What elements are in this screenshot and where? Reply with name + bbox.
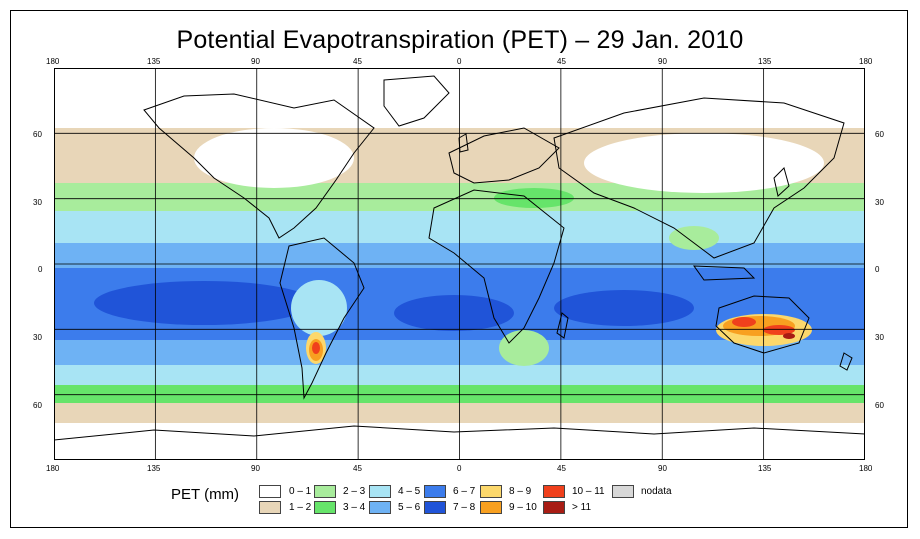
coast-greenland (383, 75, 450, 127)
lon-top-label: 180 (859, 57, 873, 66)
pet-map (54, 68, 865, 460)
coast-japan (773, 167, 790, 197)
lon-bottom-label: 45 (557, 464, 566, 473)
lat-left-label: 60 (33, 130, 42, 139)
lon-bottom-label: 180 (46, 464, 60, 473)
map-title: Potential Evapotranspiration (PET) – 29 … (176, 26, 744, 54)
lon-bottom-label: 90 (658, 464, 667, 473)
legend-label-3-4: 3 – 4 (343, 502, 366, 513)
hotspot-australia-core1 (732, 317, 756, 327)
lon-bottom-label: 0 (457, 464, 462, 473)
legend-label-9-10: 9 – 10 (509, 502, 537, 513)
graticule (54, 68, 865, 460)
lon-top-label: 90 (251, 57, 260, 66)
coast-australia (715, 295, 810, 354)
lon-top-label: 0 (457, 57, 462, 66)
lat-left-label: 60 (33, 401, 42, 410)
lon-bottom-label: 135 (147, 464, 161, 473)
legend-swatch-1-2 (259, 501, 281, 514)
coast-south-america (279, 237, 365, 400)
lon-top-label: 135 (147, 57, 161, 66)
lon-bottom-label: 90 (251, 464, 260, 473)
patch-green-india (669, 226, 719, 250)
patch-indian-deep (554, 290, 694, 326)
legend-swatch-9-10 (480, 501, 502, 514)
legend-label-4-5: 4 – 5 (398, 486, 421, 497)
legend-swatch-7-8 (424, 501, 446, 514)
lon-bottom-label: 135 (758, 464, 772, 473)
coast-north-america (143, 93, 375, 239)
legend-title: PET (mm) (171, 486, 240, 503)
patch-atlantic-deep (394, 295, 514, 331)
figure-frame (10, 10, 908, 528)
lat-left-label: 30 (33, 333, 42, 342)
legend-label-8-9: 8 – 9 (509, 486, 532, 497)
lon-top-label: 180 (46, 57, 60, 66)
legend-label-2-3: 2 – 3 (343, 486, 366, 497)
coast-antarctica (54, 425, 865, 441)
hotspot-australia-peak (783, 333, 795, 339)
legend-label-5-6: 5 – 6 (398, 502, 421, 513)
patch-green-sa (291, 280, 347, 336)
legend-label-0-1: 0 – 1 (289, 486, 312, 497)
legend-label-7-8: 7 – 8 (453, 502, 476, 513)
legend-label-gt11: > 11 (572, 502, 591, 513)
lat-left-label: 0 (38, 265, 43, 274)
hotspot-australia-core2 (763, 325, 795, 335)
patch-green-africa (499, 330, 549, 366)
map-canvas (54, 68, 865, 460)
legend-swatch-0-1 (259, 485, 281, 498)
patch-pacific-deep (94, 281, 314, 325)
lon-top-label: 45 (557, 57, 566, 66)
legend-swatch-5-6 (369, 501, 391, 514)
coast-asia (553, 97, 845, 259)
coastlines (54, 75, 865, 441)
lon-top-label: 135 (758, 57, 772, 66)
lat-left-label: 30 (33, 198, 42, 207)
legend-swatch-4-5 (369, 485, 391, 498)
lon-top-label: 45 (353, 57, 362, 66)
legend-swatch-2-3 (314, 485, 336, 498)
legend-swatch-nodata (612, 485, 634, 498)
legend-label-nodata: nodata (641, 486, 672, 497)
lat-right-label: 60 (875, 401, 884, 410)
legend-swatch-10-11 (543, 485, 565, 498)
legend-label-6-7: 6 – 7 (453, 486, 476, 497)
lon-bottom-label: 45 (353, 464, 362, 473)
patch-green-north (494, 188, 574, 208)
legend-swatch-3-4 (314, 501, 336, 514)
legend-label-1-2: 1 – 2 (289, 502, 312, 513)
coast-africa (428, 189, 565, 344)
legend-swatch-6-7 (424, 485, 446, 498)
coast-madagascar (556, 312, 569, 339)
lat-right-label: 0 (875, 265, 880, 274)
lat-right-label: 30 (875, 198, 884, 207)
legend-swatch-gt11 (543, 501, 565, 514)
lon-bottom-label: 180 (859, 464, 873, 473)
coast-new-zealand (839, 352, 853, 371)
legend-swatch-8-9 (480, 485, 502, 498)
lat-right-label: 60 (875, 130, 884, 139)
patch-na-white (194, 128, 354, 188)
hotspot-argentina-core (312, 342, 320, 354)
lat-right-label: 30 (875, 333, 884, 342)
legend-label-10-11: 10 – 11 (572, 486, 605, 497)
coast-indonesia (692, 265, 756, 281)
lon-top-label: 90 (658, 57, 667, 66)
